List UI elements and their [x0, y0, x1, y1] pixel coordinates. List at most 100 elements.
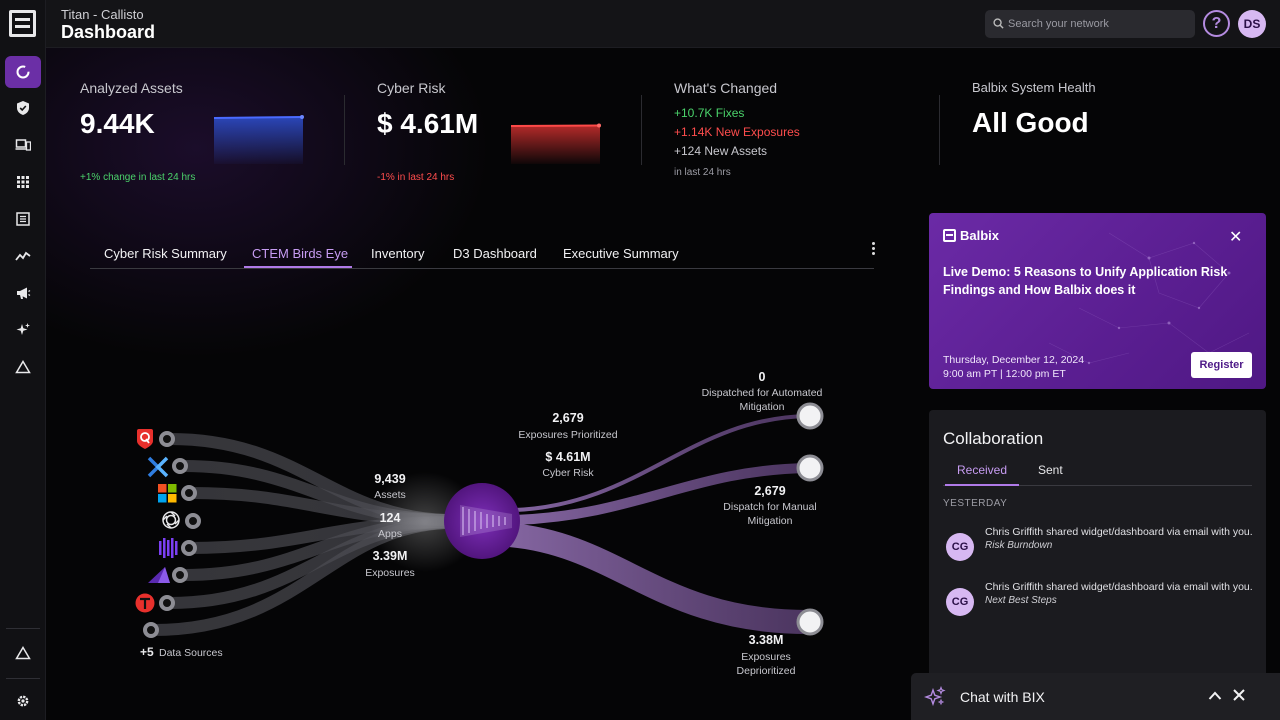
tab-received[interactable]: Received — [957, 463, 1008, 477]
fixes-count: +10.7K Fixes — [674, 106, 745, 120]
source-node[interactable] — [159, 595, 175, 611]
sparkles-icon — [924, 686, 946, 707]
register-button[interactable]: Register — [1191, 352, 1252, 378]
tab-d3-dashboard[interactable]: D3 Dashboard — [453, 246, 537, 261]
org-name[interactable]: Titan - Callisto — [61, 7, 144, 22]
vendor-triangle-logo-icon — [148, 567, 170, 583]
source-nodes — [143, 431, 201, 638]
help-button[interactable]: ? — [1203, 10, 1230, 37]
search-box[interactable] — [985, 10, 1195, 38]
manual-value: 2,679 — [754, 484, 785, 498]
nav-devices[interactable] — [5, 129, 41, 161]
nav-alerts-bottom[interactable] — [5, 637, 41, 669]
triangle-icon — [15, 360, 31, 374]
outbound-streams — [508, 414, 809, 634]
sparkles-icon — [16, 323, 30, 335]
risk-value: $ 4.61M — [545, 450, 590, 464]
user-avatar[interactable]: DS — [1238, 10, 1266, 38]
nav-apps[interactable] — [5, 166, 41, 198]
metric-cyber-risk[interactable]: Cyber Risk $ 4.61M — [377, 80, 478, 140]
stream-automated — [514, 414, 809, 512]
source-node[interactable] — [181, 540, 197, 556]
changes-period: in last 24 hrs — [674, 167, 731, 178]
apps-label: Apps — [378, 528, 402, 540]
metric-divider — [344, 95, 345, 165]
collaboration-message[interactable]: CG Chris Griffith shared widget/dashboar… — [943, 525, 1258, 569]
active-tab-indicator — [244, 266, 352, 268]
source-node[interactable] — [181, 485, 197, 501]
ctem-flow-diagram: +5 Data Sources 9,439 Assets 124 Apps 3.… — [135, 370, 824, 677]
tab-sent[interactable]: Sent — [1038, 463, 1063, 477]
metric-label: Analyzed Assets — [80, 80, 183, 96]
metric-divider — [939, 95, 940, 165]
source-node[interactable] — [159, 431, 175, 447]
brand-name: Balbix — [960, 228, 1000, 243]
assets-label: Assets — [374, 489, 406, 501]
openai-logo-icon — [162, 511, 180, 529]
metric-value: $ 4.61M — [377, 108, 479, 139]
nav-ai[interactable] — [5, 314, 41, 346]
new-exposures-count: +1.14K New Exposures — [674, 125, 800, 139]
message-text: Chris Griffith shared widget/dashboard v… — [985, 526, 1253, 538]
tab-ctem-birds-eye[interactable]: CTEM Birds Eye — [252, 246, 349, 261]
deprioritized-label-line1: Exposures — [741, 651, 791, 663]
nav-trends[interactable] — [5, 240, 41, 272]
promo-schedule: Thursday, December 12, 2024 9:00 am PT |… — [943, 353, 1084, 381]
metric-analyzed-assets[interactable]: Analyzed Assets 9.44K — [80, 80, 183, 140]
promo-date: Thursday, December 12, 2024 — [943, 354, 1085, 366]
search-input[interactable] — [1008, 10, 1188, 38]
constellation-pattern — [1048, 232, 1250, 365]
metric-value: All Good — [972, 107, 1089, 138]
nav-alerts[interactable] — [5, 351, 41, 383]
source-node[interactable] — [185, 513, 201, 529]
webinar-promo-card: Balbix ✕ Live Demo: 5 Reasons to Unify A… — [929, 213, 1266, 389]
message-text: Chris Griffith shared widget/dashboard v… — [985, 581, 1253, 593]
assets-sparkline — [214, 115, 304, 164]
nav-settings[interactable] — [5, 685, 41, 717]
tenable-logo-icon — [135, 593, 155, 613]
collaboration-message[interactable]: CG Chris Griffith shared widget/dashboar… — [943, 580, 1258, 624]
devices-icon — [15, 139, 31, 151]
active-tab-indicator — [945, 484, 1019, 486]
microsoft-logo-icon — [158, 484, 177, 503]
shared-item[interactable]: Next Best Steps — [985, 595, 1057, 606]
automated-label-line2: Mitigation — [740, 401, 785, 413]
tab-cyber-risk-summary[interactable]: Cyber Risk Summary — [104, 246, 227, 261]
metric-label: Cyber Risk — [377, 80, 446, 96]
chat-bar[interactable]: Chat with BIX — [911, 673, 1280, 720]
tab-executive-summary[interactable]: Executive Summary — [563, 246, 679, 261]
deprioritized-value: 3.38M — [749, 633, 784, 647]
chevron-up-icon[interactable] — [1207, 688, 1223, 704]
manual-label-line1: Dispatch for Manual — [723, 501, 816, 513]
nav-announcements[interactable] — [5, 277, 41, 309]
deprioritized-node[interactable] — [796, 608, 824, 636]
balbix-logo-icon[interactable] — [9, 10, 36, 37]
nav-security[interactable] — [5, 92, 41, 124]
avatar: CG — [946, 588, 974, 616]
metric-divider — [641, 95, 642, 165]
dashboard-tabs: Cyber Risk Summary CTEM Birds Eye Invent… — [90, 240, 874, 269]
source-node[interactable] — [143, 622, 159, 638]
automated-label-line1: Dispatched for Automated — [702, 387, 823, 399]
manual-node[interactable] — [796, 454, 824, 482]
automated-node[interactable] — [796, 402, 824, 430]
qualys-logo-icon — [137, 429, 153, 449]
risk-label: Cyber Risk — [542, 467, 594, 479]
megaphone-icon — [17, 287, 31, 299]
shared-item[interactable]: Risk Burndown — [985, 540, 1053, 551]
collaboration-panel: Collaboration Received Sent YESTERDAY CG… — [929, 410, 1266, 685]
nav-reports[interactable] — [5, 203, 41, 235]
automated-value: 0 — [759, 370, 766, 384]
more-sources-label[interactable]: Data Sources — [159, 647, 223, 659]
source-node[interactable] — [172, 567, 188, 583]
close-icon[interactable]: ✕ — [1229, 229, 1243, 246]
more-options-icon[interactable] — [866, 241, 880, 257]
crowdstrike-logo-icon — [159, 538, 178, 558]
nav-dashboard[interactable] — [5, 56, 41, 88]
metric-system-health[interactable]: Balbix System Health All Good — [972, 80, 1096, 139]
promo-title[interactable]: Live Demo: 5 Reasons to Unify Applicatio… — [943, 265, 1228, 297]
source-node[interactable] — [172, 458, 188, 474]
tab-inventory[interactable]: Inventory — [371, 246, 425, 261]
metric-whats-changed[interactable]: What's Changed +10.7K Fixes +1.14K New E… — [674, 80, 800, 178]
close-icon[interactable] — [1231, 687, 1247, 703]
